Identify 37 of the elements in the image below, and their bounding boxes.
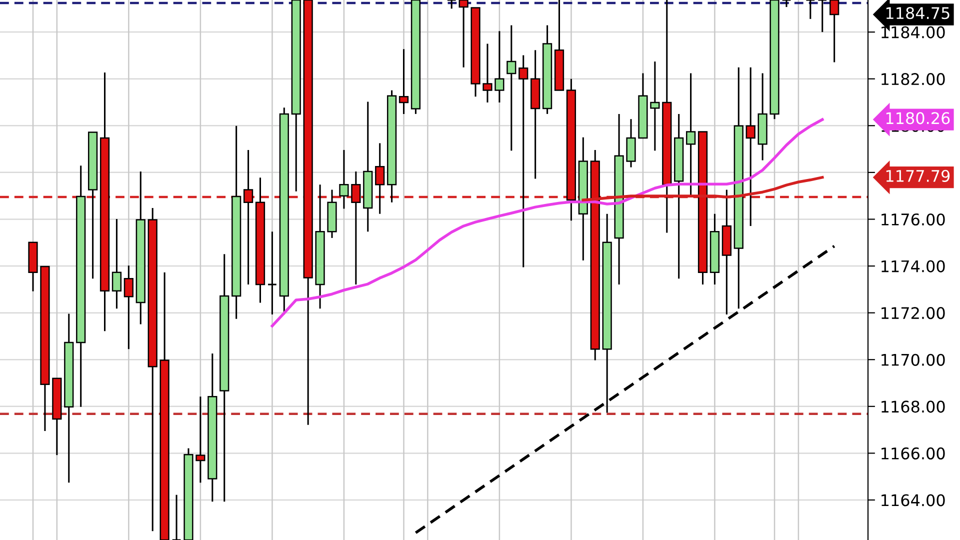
y-tick-label: 1164.00 [882, 494, 945, 506]
candlestick [339, 149, 349, 210]
candlestick [518, 54, 528, 268]
y-tick-label: 1170.00 [882, 354, 945, 366]
text: 1184.75 [886, 7, 950, 20]
line-series [270, 118, 824, 328]
candlestick [446, 0, 457, 10]
text: 1177.79 [886, 170, 950, 182]
y-tick-label: 1176.00 [882, 213, 945, 226]
y-tick-label: 1184.00 [882, 26, 945, 38]
candlestick [686, 72, 696, 197]
text: 1180.26 [886, 112, 950, 124]
candlestick [482, 42, 492, 104]
y-tick-label: 1168.00 [882, 400, 945, 413]
candlestick [351, 170, 361, 286]
candlestick [243, 149, 254, 286]
candlestick [458, 0, 468, 68]
candlestick [626, 118, 636, 168]
candlestick [817, 0, 828, 33]
candlestick [506, 24, 516, 152]
candlestick [398, 48, 409, 115]
candlestick [805, 0, 816, 20]
candlestick [746, 66, 756, 227]
candlestick [267, 230, 278, 316]
candlestick [196, 396, 206, 484]
candlestick [124, 264, 134, 350]
y-tick-label: 1174.00 [882, 260, 945, 272]
candlestick [112, 218, 122, 310]
candlestick [494, 30, 504, 104]
candlestick [650, 60, 660, 152]
y-tick-label: 1182.00 [882, 73, 945, 86]
candlestick [172, 494, 182, 540]
candlestick [830, 0, 840, 63]
candlestick [375, 142, 385, 215]
y-tick-label: 1172.00 [882, 307, 945, 320]
y-tick-label: 1166.00 [882, 447, 945, 460]
candlestick [782, 0, 792, 8]
